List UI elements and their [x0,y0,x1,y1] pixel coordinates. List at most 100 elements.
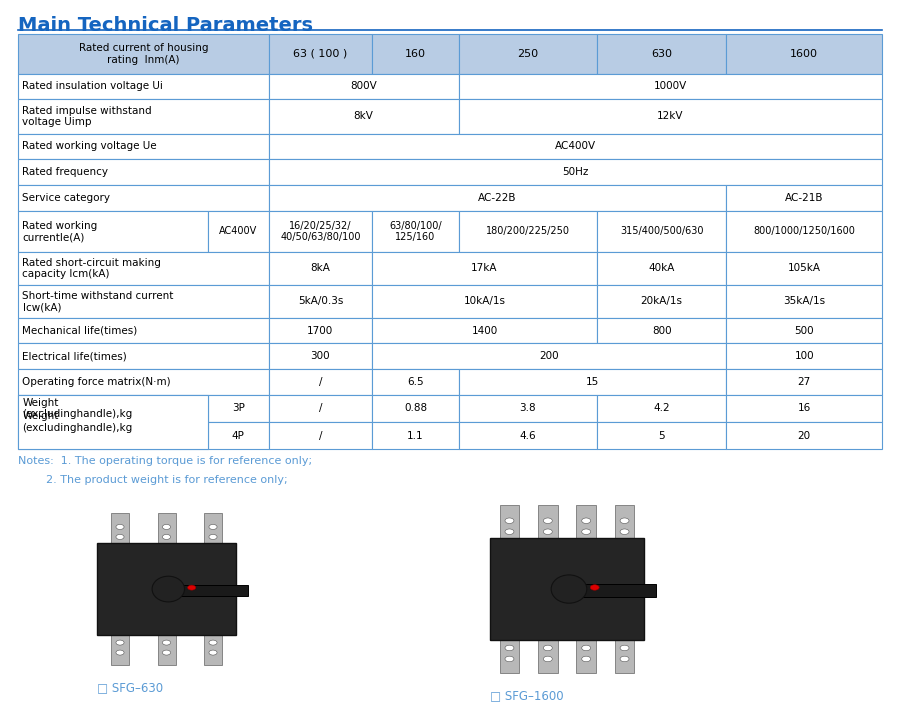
Bar [373,285,597,318]
Bar [18,252,268,285]
Bar [158,513,176,543]
Bar [18,99,268,134]
Ellipse shape [581,645,590,650]
Bar [500,640,519,673]
Ellipse shape [505,645,514,650]
Bar [18,34,268,74]
Text: □ SFG–1600: □ SFG–1600 [491,689,564,702]
Bar [373,211,459,252]
Bar [576,640,596,673]
Bar [158,635,176,665]
Text: 15: 15 [586,377,599,387]
Bar [597,285,726,318]
Text: 27: 27 [797,377,811,387]
Ellipse shape [620,656,629,662]
Bar [208,211,268,252]
Bar [162,585,248,596]
Text: AC-21B: AC-21B [785,193,824,203]
Bar [726,343,882,369]
Text: 12kV: 12kV [657,111,684,121]
Text: AC-22B: AC-22B [478,193,517,203]
Text: 4.6: 4.6 [519,431,536,441]
Text: /: / [319,377,322,387]
Bar [373,34,459,74]
Bar [208,395,268,422]
Text: 63 ( 100 ): 63 ( 100 ) [293,49,347,59]
Text: Electrical life(times): Electrical life(times) [22,351,127,361]
Text: /: / [319,403,322,413]
Text: Rated impulse withstand
voltage Uimp: Rated impulse withstand voltage Uimp [22,106,152,127]
Bar [268,395,373,422]
Text: 1.1: 1.1 [407,431,424,441]
Ellipse shape [620,529,629,535]
Ellipse shape [581,529,590,535]
Ellipse shape [620,518,629,523]
Bar [18,422,208,449]
Bar [597,34,726,74]
Bar [597,252,726,285]
Text: 3.8: 3.8 [519,403,536,413]
Ellipse shape [505,518,514,523]
Bar [268,185,726,211]
Text: 105kA: 105kA [788,263,821,273]
Ellipse shape [116,650,124,655]
Bar [726,395,882,422]
Text: AC400V: AC400V [554,141,596,151]
Ellipse shape [209,524,217,530]
Bar [268,74,459,99]
Text: 315/400/500/630: 315/400/500/630 [620,226,704,236]
Text: Notes:  1. The operating torque is for reference only;: Notes: 1. The operating torque is for re… [18,456,312,466]
Bar [597,318,726,343]
Bar [726,252,882,285]
Text: 4.2: 4.2 [653,403,670,413]
Ellipse shape [162,650,171,655]
Text: 200: 200 [539,351,559,361]
Text: Service category: Service category [22,193,111,203]
Bar [373,318,597,343]
Ellipse shape [162,534,171,540]
Bar [268,159,882,185]
Ellipse shape [162,640,171,645]
Ellipse shape [590,585,599,590]
Text: 63/80/100/
125/160: 63/80/100/ 125/160 [389,221,442,242]
Text: 20kA/1s: 20kA/1s [641,296,683,306]
Bar [208,422,268,449]
Bar [18,285,268,318]
Text: 800/1000/1250/1600: 800/1000/1250/1600 [753,226,855,236]
Bar [268,422,373,449]
Ellipse shape [116,640,124,645]
Ellipse shape [544,529,553,535]
Text: Rated frequency: Rated frequency [22,167,109,177]
Ellipse shape [544,518,553,523]
Bar [576,505,596,538]
Text: Rated insulation voltage Ui: Rated insulation voltage Ui [22,81,164,91]
Text: Rated current of housing
rating  Inm(A): Rated current of housing rating Inm(A) [78,43,208,65]
Text: 800: 800 [652,326,671,336]
Bar [204,635,222,665]
Bar [97,543,236,635]
Bar [726,185,882,211]
Bar [726,211,882,252]
Bar [268,369,373,395]
Text: 50Hz: 50Hz [562,167,589,177]
Circle shape [152,576,184,602]
Text: Rated working
currentIe(A): Rated working currentIe(A) [22,221,98,242]
Ellipse shape [187,585,196,590]
Bar [459,34,597,74]
Ellipse shape [162,524,171,530]
Bar [726,422,882,449]
Bar [597,422,726,449]
Text: Short-time withstand current
Icw(kA): Short-time withstand current Icw(kA) [22,291,174,312]
Bar [459,422,597,449]
Text: AC400V: AC400V [220,226,257,236]
Text: 800V: 800V [350,81,377,91]
Ellipse shape [505,656,514,662]
Bar [726,318,882,343]
Ellipse shape [544,656,553,662]
Bar [18,395,208,449]
Text: 8kA: 8kA [310,263,330,273]
Bar [18,395,208,422]
Bar [597,395,726,422]
Bar [268,99,459,134]
Bar [538,640,558,673]
